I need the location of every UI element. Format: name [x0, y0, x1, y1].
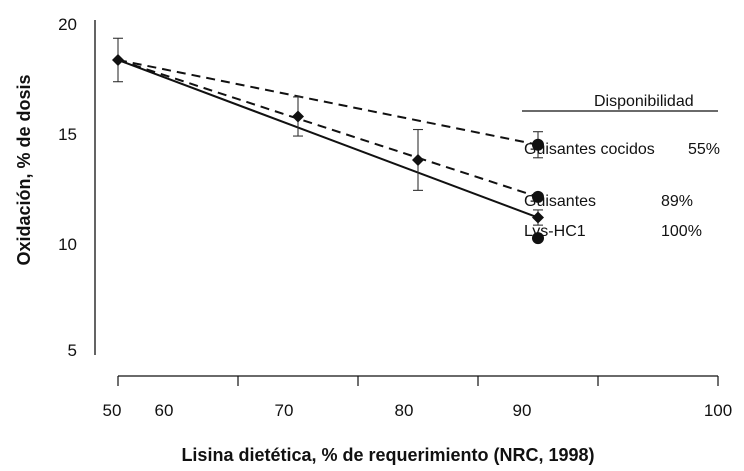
y-axis-title: Oxidación, % de dosis: [14, 74, 34, 265]
legend-value-guisantes: 89%: [661, 193, 693, 210]
legend-value-lys-hc1: 100%: [661, 223, 702, 240]
x-tick-label-70: 70: [275, 401, 294, 420]
y-tick-label-20: 20: [58, 15, 77, 34]
legend-name-lys-hc1: Lys-HC1: [524, 223, 586, 240]
y-tick-label-15: 15: [58, 125, 77, 144]
circle-point-guisantes: [532, 190, 544, 203]
x-tick-label-90: 90: [513, 401, 532, 420]
y-tick-label-5: 5: [68, 341, 77, 360]
x-tick-label-100: 100: [704, 401, 732, 420]
legend-header: Disponibilidad: [594, 93, 694, 110]
legend-name-guisantes: Guisantes: [524, 193, 596, 210]
y-tick-label-10: 10: [58, 235, 77, 254]
legend-name-guisantes-cocidos: Guisantes cocidos: [524, 141, 655, 158]
line-lys-hc1: [117, 59, 539, 219]
x-tick-label-80: 80: [395, 401, 414, 420]
x-tick-label-50: 50: [103, 401, 122, 420]
diamond-point-1: [292, 110, 304, 123]
line-guisantes: [117, 59, 539, 198]
circle-point-guisantes-cocidos: [532, 138, 544, 151]
diamond-point-0: [112, 53, 124, 66]
diamond-point-3: [532, 211, 544, 224]
line-guisantes-cocidos: [117, 59, 539, 146]
circle-point-lys-hc1: [532, 232, 544, 245]
x-axis-title: Lisina dietética, % de requerimiento (NR…: [181, 445, 594, 465]
diamond-point-2: [412, 153, 424, 166]
x-tick-label-60: 60: [155, 401, 174, 420]
legend-value-guisantes-cocidos: 55%: [688, 141, 720, 158]
